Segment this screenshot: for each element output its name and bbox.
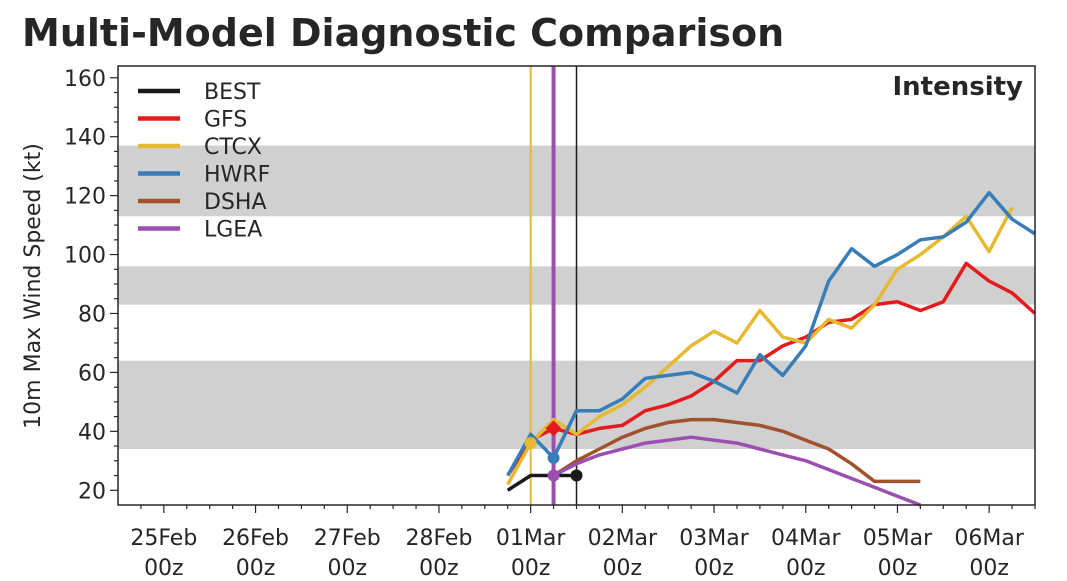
panel-label: Intensity — [892, 72, 1023, 102]
x-tick-label-time: 00z — [144, 556, 184, 581]
x-tick-label-time: 00z — [878, 556, 918, 581]
legend-label-best: BEST — [204, 80, 261, 105]
plot-area: 20 40 60 80 100 120 140 160 25Feb 00z 26Feb 00z 27Fe… — [64, 65, 1037, 581]
x-tick-label-date: 05Mar — [863, 526, 933, 551]
x-tick-label-date: 27Feb — [314, 526, 381, 551]
x-tick-label-date: 04Mar — [771, 526, 841, 551]
x-tick-label-time: 00z — [236, 556, 276, 581]
x-tick-label-date: 26Feb — [222, 526, 289, 551]
series-marker-gfs — [545, 420, 562, 437]
x-tick-label-time: 00z — [511, 556, 551, 581]
y-tick-label: 80 — [78, 302, 106, 327]
chart-title: Multi-Model Diagnostic Comparison — [22, 11, 784, 55]
series-marker-lgea — [547, 469, 560, 482]
series-line-ctcx — [506, 206, 1014, 486]
y-tick-label: 120 — [64, 185, 106, 210]
y-tick-label: 20 — [78, 479, 106, 504]
series-line-gfs — [506, 261, 1037, 477]
series-line-dsha — [552, 417, 921, 484]
legend-label-lgea: LGEA — [204, 218, 262, 243]
legend-label-gfs: GFS — [204, 108, 247, 133]
series-marker-hwrf — [547, 451, 560, 464]
legend-label-dsha: DSHA — [204, 190, 267, 215]
series-marker-best — [570, 469, 583, 482]
y-tick-label: 140 — [64, 126, 106, 151]
y-tick-label: 160 — [64, 67, 106, 92]
x-tick-label-date: 06Mar — [954, 526, 1024, 551]
x-tick-label-time: 00z — [694, 556, 734, 581]
x-tick-label-time: 00z — [327, 556, 367, 581]
series-marker-ctcx — [524, 437, 537, 450]
x-tick-label-date: 03Mar — [679, 526, 749, 551]
x-tick-label-date: 25Feb — [130, 526, 197, 551]
y-tick-label: 100 — [64, 244, 106, 269]
series-line-best — [506, 473, 577, 492]
x-tick-label-time: 00z — [969, 556, 1009, 581]
y-axis-label: 10m Max Wind Speed (kt) — [21, 143, 46, 429]
legend-label-ctcx: CTCX — [204, 135, 262, 160]
y-tick-label: 40 — [78, 420, 106, 445]
series-line-lgea — [552, 435, 922, 507]
y-tick-label: 60 — [78, 361, 106, 386]
x-tick-label-date: 28Feb — [405, 526, 472, 551]
series-line-hwrf — [506, 190, 1036, 477]
x-tick-label-time: 00z — [419, 556, 459, 581]
x-tick-label-time: 00z — [786, 556, 826, 581]
legend-label-hwrf: HWRF — [204, 163, 270, 188]
x-tick-label-time: 00z — [603, 556, 643, 581]
x-tick-label-date: 02Mar — [588, 526, 658, 551]
x-tick-label-date: 01Mar — [496, 526, 566, 551]
